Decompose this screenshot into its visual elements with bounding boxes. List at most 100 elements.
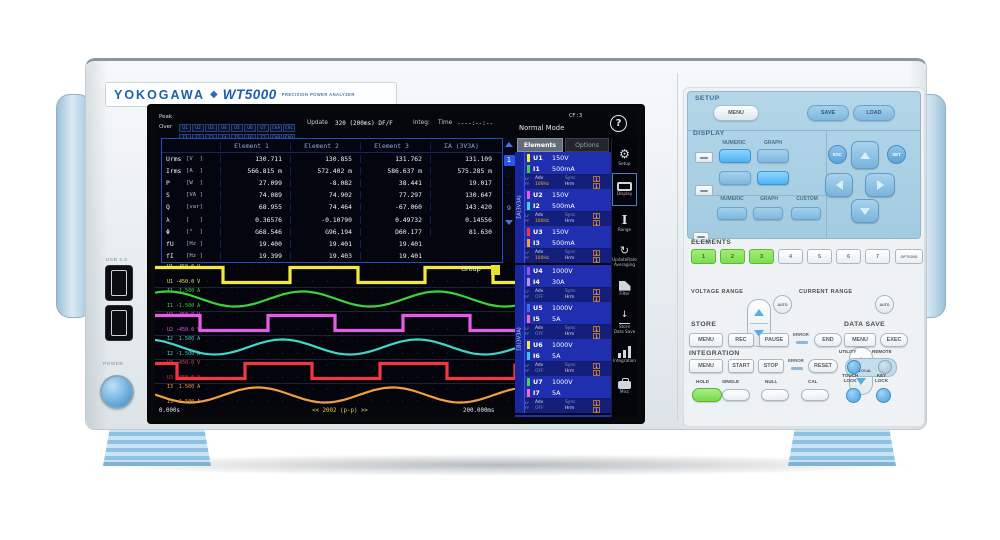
nav-right-button[interactable] — [865, 173, 895, 197]
current-auto-button[interactable]: AUTO — [875, 295, 894, 314]
rail-item-update-rate[interactable]: ↻ UpdateRate Averaging — [612, 239, 637, 272]
esc-button[interactable]: ESC — [828, 145, 847, 164]
cal-button[interactable] — [801, 389, 829, 401]
null-button[interactable] — [761, 389, 789, 401]
custom-button[interactable] — [791, 207, 821, 220]
rail-item-display[interactable]: Display — [612, 173, 637, 206]
element-pair[interactable]: U1 150V I1 500mA LF FF Adv 100Hz Sync Hrm 1 1 — [524, 152, 611, 189]
element-pair[interactable]: U4 1000V I4 30A LF FF Adv OFF Sync Hrm 1 1 — [524, 265, 611, 302]
setup-menu-button[interactable]: MENU — [713, 105, 759, 121]
data-save-exec-button[interactable]: EXEC — [880, 333, 908, 347]
touch-lock-button[interactable] — [846, 388, 861, 403]
rail-item-filter[interactable]: Filter — [612, 272, 637, 305]
key-lock-button[interactable] — [876, 388, 891, 403]
element-option-button[interactable]: OPTIONS — [895, 249, 923, 264]
numeric-mid-button[interactable] — [719, 171, 751, 185]
current-channel-row: I7 5A — [524, 387, 611, 398]
group-label[interactable]: Group — [461, 265, 481, 273]
integration-reset-button[interactable]: RESET — [808, 359, 838, 373]
remote-button[interactable] — [878, 360, 892, 374]
waveform-min-label: U3 -450.0 V — [167, 375, 201, 381]
voltage-range-label: VOLTAGE RANGE — [691, 289, 744, 295]
voltage-channel-row: U5 1000V — [524, 302, 611, 313]
element-pair[interactable]: U6 1000V I6 5A LF FF Adv OFF Sync Hrm 1 1 — [524, 339, 611, 376]
table-cell: 0.49732 — [360, 215, 430, 224]
nav-up-button[interactable] — [851, 141, 879, 169]
page-last[interactable]: 9 — [506, 204, 512, 212]
store-rec-button[interactable]: REC — [728, 333, 754, 347]
element-key-4[interactable]: 4 — [778, 249, 803, 264]
power-button[interactable] — [100, 375, 134, 409]
element-key-2[interactable]: 2 — [720, 249, 745, 264]
adv-value: 100Hz — [535, 181, 549, 187]
element-key-6[interactable]: 6 — [836, 249, 861, 264]
store-end-button[interactable]: END — [814, 333, 842, 347]
voltage-channel-row: U1 150V — [524, 152, 611, 163]
store-pause-button[interactable]: PAUSE — [759, 333, 789, 347]
element-key-1[interactable]: 1 — [691, 249, 716, 264]
adv-setting: Adv OFF — [535, 289, 565, 302]
adv-value: 100Hz — [535, 218, 549, 224]
element-pair[interactable]: U5 1000V I5 5A LF FF Adv OFF Sync Hrm 1 1 — [524, 302, 611, 339]
rail-item-range[interactable]: I Range — [612, 206, 637, 239]
usb-port-2 — [105, 305, 133, 341]
page-down-icon[interactable] — [505, 220, 513, 225]
display-indicator-button-3[interactable] — [693, 232, 709, 242]
rail-item-misc[interactable]: Misc — [612, 371, 637, 404]
element-key-3[interactable]: 3 — [749, 249, 774, 264]
row-unit: [Hz ] — [186, 240, 203, 247]
sync-label: Sync — [565, 250, 576, 255]
rail-item-integration[interactable]: Integration — [612, 338, 637, 371]
numeric-bottom-button[interactable] — [717, 207, 747, 220]
element-pair[interactable]: U7 1000V I7 5A LF FF Adv OFF Sync Hrm 1 1 — [524, 376, 611, 413]
filter-icon — [618, 280, 631, 291]
save-button[interactable]: SAVE — [807, 105, 849, 121]
integration-menu-button[interactable]: MENU — [689, 359, 723, 373]
voltage-auto-button[interactable]: AUTO — [773, 295, 792, 314]
data-save-menu-button[interactable]: MENU — [844, 333, 876, 347]
left-arrow-icon — [835, 180, 843, 190]
row-unit: [Hz ] — [186, 252, 203, 259]
panel-seam — [677, 73, 678, 421]
graph-top-button[interactable] — [757, 149, 789, 163]
table-header-cell: Element 1 — [220, 141, 290, 150]
store-menu-button[interactable]: MENU — [689, 333, 723, 347]
store-icon: ↓ — [618, 309, 631, 324]
crest-factor: CF:3 — [569, 113, 583, 119]
element-list[interactable]: ΣA(3V3A) U1 150V I1 500mA LF FF Adv 100Hz Sync Hrm… — [515, 152, 611, 417]
display-indicator-button-1[interactable] — [695, 152, 713, 163]
element-pair[interactable]: U3 150V I3 500mA LF FF Adv 100Hz Sync Hrm 1 1 — [524, 226, 611, 263]
integration-stop-button[interactable]: STOP — [758, 359, 784, 373]
nav-down-button[interactable] — [851, 199, 879, 223]
local-label: LOCAL — [859, 369, 872, 373]
load-button[interactable]: LOAD — [853, 105, 895, 121]
tab-elements[interactable]: Elements — [517, 138, 563, 152]
help-icon[interactable]: ? — [610, 115, 627, 132]
integration-start-button[interactable]: START — [728, 359, 754, 373]
channel-color-bar — [527, 266, 530, 275]
table-cell: 27.099 — [220, 179, 290, 188]
single-button[interactable] — [722, 389, 750, 401]
sync-source-tag: 1 — [593, 289, 600, 295]
graph-bottom-button[interactable] — [753, 207, 783, 220]
nav-left-button[interactable] — [825, 173, 853, 197]
numeric-top-button[interactable] — [719, 149, 751, 163]
element-key-5[interactable]: 5 — [807, 249, 832, 264]
utility-button[interactable] — [847, 360, 861, 374]
graph-mid-button[interactable] — [757, 171, 789, 185]
rail-item-store[interactable]: ↓ Store Data Save — [612, 305, 637, 338]
page-current[interactable]: 1 — [503, 155, 515, 166]
page-up-icon[interactable] — [505, 142, 513, 147]
rail-item-setup[interactable]: ⚙ Setup — [612, 140, 637, 173]
hold-button[interactable] — [692, 388, 722, 402]
element-pair[interactable]: U2 150V I2 500mA LF FF Adv 100Hz Sync Hrm 1 1 — [524, 189, 611, 226]
table-cell: 38.441 — [360, 179, 430, 188]
voltage-channel-row: U4 1000V — [524, 265, 611, 276]
time-center: << 2002 (p-p) >> — [312, 408, 368, 414]
tab-options[interactable]: Options — [565, 138, 609, 152]
display-indicator-button-2[interactable] — [695, 185, 713, 196]
set-button[interactable]: SET — [887, 145, 906, 164]
current-channel-row: I2 500mA — [524, 200, 611, 211]
element-key-7[interactable]: 7 — [865, 249, 890, 264]
